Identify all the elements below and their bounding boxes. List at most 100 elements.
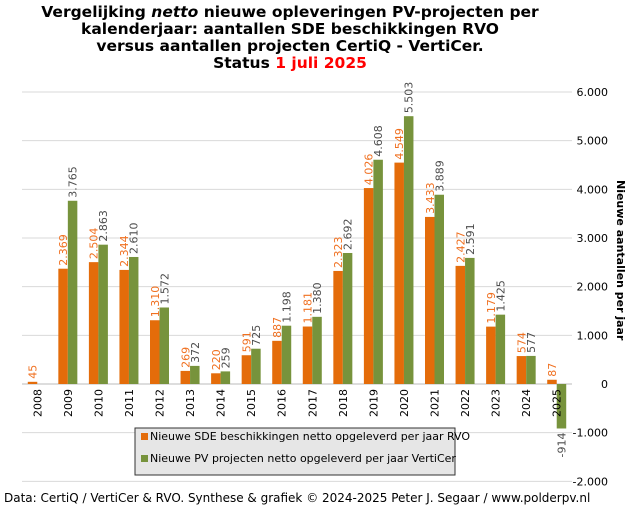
bar-rvo (58, 268, 68, 384)
data-label: 2.344 (118, 235, 131, 267)
bar-verticer (159, 307, 169, 384)
x-tick-label: 2018 (337, 389, 350, 417)
x-tick-label: 2011 (123, 389, 136, 417)
data-label: 259 (219, 347, 232, 368)
bar-rvo (425, 216, 435, 384)
data-label: 1.425 (494, 280, 507, 312)
x-tick-label: 2010 (92, 389, 105, 417)
data-label: 2.369 (57, 234, 70, 266)
y-tick-label: -1.000 (573, 427, 608, 440)
bar-verticer (312, 316, 322, 384)
bar-verticer (190, 365, 200, 384)
data-label: 2.610 (128, 222, 141, 254)
bar-verticer (342, 252, 353, 384)
y-tick-label: 2.000 (577, 281, 609, 294)
bar-verticer (98, 244, 108, 384)
data-label: 3.433 (424, 182, 437, 214)
legend-swatch (141, 455, 148, 462)
bar-verticer (465, 257, 475, 384)
footer-credit: Data: CertiQ / VertiCer & RVO. Synthese … (4, 491, 591, 505)
bar-rvo (241, 355, 252, 384)
y-tick-label: 4.000 (577, 183, 609, 196)
data-label: 45 (27, 365, 40, 379)
title-italic: netto (151, 3, 199, 21)
data-label: 1.310 (149, 286, 162, 318)
bar-rvo (547, 379, 557, 384)
legend-label: Nieuwe SDE beschikkingen netto opgelever… (150, 430, 470, 443)
data-label: 3.889 (433, 160, 446, 192)
data-label: 1.181 (302, 292, 315, 324)
data-label: 1.572 (158, 273, 171, 305)
bar-rvo (516, 356, 527, 384)
bar-rvo (394, 162, 404, 384)
x-tick-label: 2008 (31, 389, 44, 417)
title-part: nieuwe opleveringen PV-projecten per (198, 3, 539, 21)
data-label: 2.323 (332, 236, 345, 268)
bar-verticer (128, 256, 139, 384)
data-label: 887 (271, 317, 284, 338)
title-line-3: versus aantallen projecten CertiQ - Vert… (96, 37, 484, 55)
data-label: 4.608 (372, 125, 385, 157)
data-label: 1.380 (311, 282, 324, 314)
title-part: Vergelijking (41, 3, 152, 21)
bar-verticer (556, 384, 567, 429)
data-label: 2.427 (454, 231, 467, 263)
bar-verticer (434, 194, 444, 384)
data-label: 2.692 (342, 218, 355, 250)
x-tick-label: 2020 (398, 389, 411, 417)
bar-verticer (251, 348, 261, 384)
x-tick-label: 2017 (306, 389, 319, 417)
x-tick-label: 2019 (367, 389, 380, 417)
bar-verticer (403, 116, 414, 385)
x-tick-label: 2015 (245, 389, 258, 417)
data-label: 3.765 (67, 166, 80, 198)
bar-rvo (88, 262, 99, 384)
title-line-2: kalenderjaar: aantallen SDE beschikkinge… (81, 20, 499, 38)
bar-rvo (211, 373, 221, 384)
bar-verticer (67, 200, 78, 384)
bar-verticer (220, 371, 231, 384)
data-label: 725 (250, 325, 263, 346)
data-label: 372 (189, 342, 202, 363)
chart-title: Vergelijking netto nieuwe opleveringen P… (0, 4, 580, 72)
bar-rvo (486, 326, 496, 384)
bar-rvo (363, 188, 374, 384)
bar-rvo (27, 381, 38, 384)
x-tick-label: 2009 (62, 389, 75, 417)
x-tick-label: 2012 (154, 389, 167, 417)
y-tick-label: -2.000 (573, 475, 608, 488)
data-label: 577 (525, 332, 538, 353)
data-label: 269 (179, 347, 192, 368)
legend-swatch (141, 433, 148, 440)
data-label: -914 (555, 432, 568, 457)
bar-rvo (272, 340, 282, 384)
data-label: 1.198 (280, 291, 293, 323)
data-label: 1.179 (485, 292, 498, 324)
x-tick-label: 2016 (276, 389, 289, 417)
data-label: 220 (210, 349, 223, 370)
y-tick-label: 5.000 (577, 135, 609, 148)
x-tick-label: 2021 (429, 389, 442, 417)
x-tick-label: 2013 (184, 389, 197, 417)
bar-rvo (180, 370, 191, 384)
data-label: 591 (240, 331, 253, 352)
bar-verticer (495, 314, 506, 384)
legend-box (134, 427, 456, 476)
x-tick-label: 2023 (490, 389, 503, 417)
y-tick-label: 1.000 (577, 329, 609, 342)
bar-rvo (119, 269, 129, 384)
data-label: 574 (515, 332, 528, 353)
bar-rvo (333, 270, 343, 384)
bar-rvo (302, 326, 313, 384)
status-label: Status (213, 54, 276, 72)
data-label: 2.863 (97, 210, 110, 242)
bar-rvo (455, 265, 466, 384)
x-tick-label: 2014 (215, 389, 228, 417)
data-label: 5.503 (403, 82, 416, 114)
y-tick-label: 0 (601, 378, 608, 391)
y-tick-label: 6.000 (577, 86, 609, 99)
bar-rvo (150, 320, 160, 384)
bar-verticer (281, 325, 292, 384)
y-axis-title: Nieuwe aantallen per jaar (614, 180, 627, 341)
